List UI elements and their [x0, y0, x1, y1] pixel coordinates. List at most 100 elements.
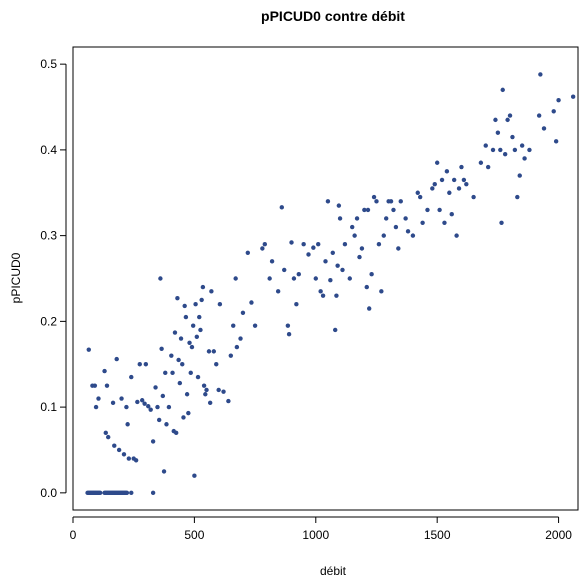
data-point: [451, 177, 457, 183]
data-point: [124, 490, 130, 496]
data-point: [137, 362, 142, 367]
data-point: [177, 380, 183, 386]
data-point: [135, 399, 140, 405]
data-point: [238, 336, 243, 341]
x-axis-label: débit: [320, 564, 347, 578]
data-point: [499, 220, 504, 225]
data-point: [207, 400, 213, 406]
data-point: [231, 323, 236, 328]
data-point: [502, 151, 508, 157]
data-point: [150, 490, 156, 496]
data-point: [289, 240, 294, 245]
data-point: [181, 415, 186, 420]
data-point: [311, 245, 316, 250]
data-point: [124, 404, 129, 410]
data-point: [114, 356, 119, 362]
data-point: [187, 340, 192, 346]
data-point: [454, 233, 459, 238]
data-point: [323, 259, 328, 264]
data-point: [285, 323, 291, 328]
y-axis-label: pPICUD0: [9, 252, 23, 303]
data-point: [161, 469, 167, 474]
data-point: [415, 190, 420, 195]
data-point: [194, 334, 200, 340]
data-point: [104, 383, 110, 388]
data-point: [354, 216, 360, 221]
data-point: [153, 385, 158, 390]
data-point: [200, 284, 206, 290]
data-point: [388, 199, 394, 204]
data-point: [96, 396, 101, 401]
data-point: [267, 276, 272, 281]
data-point: [410, 233, 416, 238]
data-point: [148, 407, 153, 412]
data-point: [507, 113, 513, 118]
data-point: [483, 143, 488, 148]
data-point: [133, 458, 139, 463]
data-point: [417, 194, 423, 200]
data-point: [383, 216, 389, 221]
data-point: [393, 224, 399, 230]
data-point: [291, 276, 297, 281]
x-axis: 0 500 1000 1500 2000: [70, 516, 572, 542]
data-point: [381, 233, 386, 238]
data-point: [313, 276, 318, 281]
data-point: [169, 353, 174, 358]
data-point: [193, 302, 198, 307]
data-points: [85, 72, 576, 496]
data-point: [172, 330, 178, 335]
data-point: [527, 147, 532, 153]
data-point: [142, 401, 147, 406]
data-point: [367, 306, 372, 311]
data-point: [471, 194, 476, 200]
x-tick-label: 1500: [424, 528, 451, 542]
data-point: [93, 404, 99, 410]
data-point: [294, 302, 299, 307]
data-point: [519, 143, 525, 148]
data-point: [553, 139, 559, 144]
data-point: [112, 443, 117, 448]
data-point: [197, 314, 202, 320]
data-point: [269, 259, 275, 264]
data-point: [190, 323, 196, 328]
data-point: [512, 147, 518, 153]
data-point: [490, 147, 496, 153]
data-point: [405, 229, 411, 234]
data-point: [296, 272, 301, 277]
data-point: [86, 347, 91, 352]
data-point: [318, 289, 323, 294]
data-point: [166, 404, 172, 410]
x-tick-label: 2000: [545, 528, 572, 542]
data-point: [201, 383, 207, 388]
data-point: [369, 272, 374, 277]
data-point: [439, 177, 445, 183]
data-point: [155, 404, 160, 410]
data-point: [505, 117, 510, 123]
data-point: [163, 370, 168, 376]
y-tick-label: 0.2: [40, 314, 57, 328]
x-tick-label: 500: [184, 528, 204, 542]
data-point: [233, 276, 238, 281]
data-point: [97, 490, 103, 496]
data-point: [430, 186, 435, 191]
data-point: [336, 203, 342, 208]
data-point: [333, 327, 338, 333]
data-point: [216, 387, 221, 393]
data-point: [158, 276, 163, 281]
data-point: [211, 349, 217, 354]
data-point: [176, 357, 181, 363]
data-point: [156, 417, 162, 423]
data-point: [359, 246, 365, 251]
data-point: [398, 199, 403, 204]
data-point: [444, 169, 450, 174]
data-point: [432, 181, 437, 187]
data-point: [478, 160, 484, 165]
data-point: [175, 296, 180, 301]
data-point: [126, 456, 132, 461]
data-point: [456, 186, 462, 191]
data-point: [556, 97, 561, 103]
data-point: [495, 130, 501, 135]
x-tick-label: 1000: [302, 528, 329, 542]
data-point: [352, 233, 357, 238]
